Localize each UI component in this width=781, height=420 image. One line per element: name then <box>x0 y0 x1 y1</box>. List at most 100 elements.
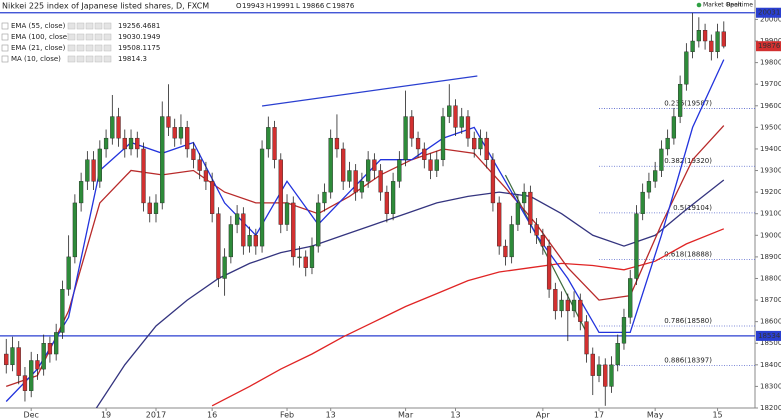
ohlc-key: C <box>326 2 331 10</box>
candle-body <box>266 127 271 150</box>
legend-button <box>103 22 112 30</box>
legend-swatch <box>1 55 9 63</box>
candle-body <box>197 159 202 171</box>
ohlc-value: 19876 <box>332 2 355 10</box>
legend-button <box>103 33 112 41</box>
legend-value: 19508.1175 <box>118 44 160 52</box>
legend-button <box>67 22 76 30</box>
candle-body <box>291 202 296 258</box>
candle-body <box>54 332 59 355</box>
candle-body <box>135 137 140 150</box>
candle-body <box>378 170 383 193</box>
legend-swatch <box>1 44 9 52</box>
candle-body <box>160 116 165 204</box>
legend-button <box>67 33 76 41</box>
candle-body <box>316 202 321 247</box>
candle-body <box>540 235 545 247</box>
candle-body <box>428 159 433 171</box>
candle-body <box>634 213 639 279</box>
chart-title: Nikkei 225 index of Japanese listed shar… <box>2 2 209 11</box>
candle-body <box>659 148 664 171</box>
y-tick-label: 18600 <box>760 318 781 326</box>
x-tick-label: Apr <box>536 411 551 420</box>
candle-body <box>372 159 377 171</box>
candle-body <box>690 40 695 53</box>
candle-body <box>47 343 53 355</box>
level-box <box>756 7 781 18</box>
candle-body <box>528 191 533 225</box>
ohlc-value: 19943 <box>242 2 264 10</box>
candle-body <box>222 256 227 279</box>
legend-button <box>85 55 94 63</box>
fib-label: 0.382(19320) <box>664 157 712 165</box>
candle-body <box>440 116 446 160</box>
legend-button <box>76 44 85 52</box>
candle-body <box>334 137 340 150</box>
candle-body <box>621 317 627 344</box>
candle-body <box>478 137 483 150</box>
candle-body <box>228 224 234 258</box>
status-dot <box>696 2 702 8</box>
candle-body <box>546 245 552 290</box>
candle-body <box>122 137 127 150</box>
legend-button <box>85 22 94 30</box>
legend-button <box>85 33 94 41</box>
candle-body <box>41 343 46 370</box>
candle-body <box>216 213 221 279</box>
legend-button <box>94 22 103 30</box>
candle-body <box>72 202 78 258</box>
legend-value: 19030.1949 <box>118 33 160 41</box>
candle-body <box>97 148 102 182</box>
y-tick-label: 18700 <box>760 296 781 304</box>
candle-body <box>66 256 71 290</box>
legend-button <box>103 55 112 63</box>
candle-body <box>509 224 514 258</box>
trendline <box>261 75 478 107</box>
candle-body <box>453 105 458 128</box>
candle-body <box>665 137 670 150</box>
legend-button <box>76 55 85 63</box>
candle-body <box>384 191 389 214</box>
ohlc-key: H <box>266 2 271 10</box>
level-label: 20031 <box>758 9 780 17</box>
legend-value: 19256.4681 <box>118 22 160 30</box>
x-tick-label: Dec <box>23 411 38 420</box>
ohlc-key: L <box>296 2 300 10</box>
y-tick-label: 19600 <box>760 102 781 110</box>
ohlc-key: O <box>236 2 242 10</box>
candle-body <box>472 137 477 150</box>
candle-body <box>671 116 677 139</box>
candle-body <box>272 127 277 160</box>
legend-button <box>67 55 76 63</box>
x-tick-label: 17 <box>594 411 604 420</box>
legend-button <box>76 33 85 41</box>
candle-body <box>22 375 28 391</box>
candle-body <box>85 159 90 182</box>
candle-body <box>210 181 215 214</box>
fib-label: 0.236(19587) <box>664 100 712 108</box>
x-tick-label: 16 <box>207 411 217 420</box>
y-tick-label: 19200 <box>760 188 781 196</box>
legend-name: EMA (100, close) <box>11 33 70 41</box>
candle-body <box>4 353 9 366</box>
candle-body <box>465 116 471 139</box>
legend-swatch <box>1 22 9 30</box>
y-tick-label: 20000 <box>760 15 781 23</box>
candle-body <box>397 159 402 182</box>
candle-body <box>203 170 209 182</box>
candle-body <box>534 224 539 236</box>
candle-body <box>615 343 620 366</box>
x-tick-label: 15 <box>712 411 722 420</box>
candle-body <box>721 31 726 47</box>
x-tick-label: 2017 <box>146 411 166 420</box>
candle-body <box>628 278 633 318</box>
candle-body <box>409 116 414 139</box>
y-tick-label: 20100 <box>760 0 781 2</box>
y-tick-label: 19500 <box>760 123 781 131</box>
legend-button <box>103 44 112 52</box>
y-tick-label: 18900 <box>760 253 781 261</box>
candle-body <box>278 159 283 225</box>
